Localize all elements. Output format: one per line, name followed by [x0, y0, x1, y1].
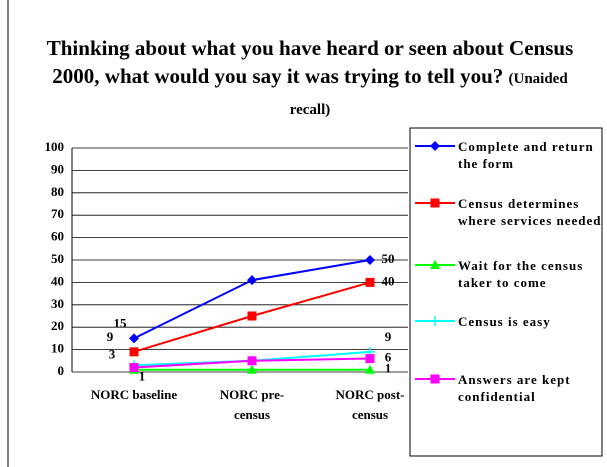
marker — [129, 347, 139, 357]
legend-frame — [409, 127, 603, 457]
y-tick-label: 90 — [51, 161, 64, 176]
marker — [365, 255, 375, 265]
y-tick-label: 40 — [51, 273, 64, 288]
data-label: 6 — [385, 350, 392, 365]
x-tick-label: NORC post-census — [336, 387, 405, 422]
marker — [430, 374, 440, 384]
chart-subtitle: (Unaided recall) — [289, 71, 568, 118]
legend-swatch — [415, 141, 455, 151]
y-tick-label: 20 — [51, 318, 64, 333]
marker — [430, 198, 440, 208]
x-tick-label: NORC pre-census — [220, 387, 284, 422]
data-label: 9 — [107, 329, 114, 344]
x-tick-label-line: NORC pre- — [220, 387, 284, 402]
data-label: 3 — [109, 346, 116, 361]
x-tick-label-line: census — [352, 407, 388, 422]
x-tick-label-line: NORC post- — [336, 387, 405, 402]
legend-swatch — [415, 260, 455, 269]
series-line — [133, 259, 371, 340]
data-label: 15 — [114, 315, 128, 330]
legend-swatch — [415, 316, 455, 326]
marker — [129, 363, 139, 373]
legend-label: Answers are kept confidential — [458, 372, 571, 404]
marker — [247, 275, 257, 286]
y-tick-label: 0 — [58, 363, 65, 378]
marker — [365, 364, 375, 374]
y-tick-label: 60 — [51, 229, 64, 244]
title-block: Thinking about what you have heard or se… — [40, 34, 580, 124]
x-tick-label: NORC baseline — [91, 387, 178, 402]
y-tick-label: 100 — [45, 139, 65, 154]
legend-label: Complete and return the form — [458, 139, 594, 171]
data-label: 50 — [382, 251, 395, 266]
marker — [247, 356, 257, 366]
y-tick-label: 30 — [51, 296, 64, 311]
marker — [365, 354, 375, 364]
chart-title: Thinking about what you have heard or se… — [46, 36, 574, 88]
legend-swatch — [415, 374, 455, 384]
data-label: 1 — [139, 369, 146, 384]
marker — [247, 364, 257, 374]
marker — [365, 277, 375, 287]
data-label: 1 — [385, 361, 392, 376]
data-label: 40 — [382, 273, 395, 288]
y-tick-label: 10 — [51, 341, 64, 356]
legend-label: Wait for the census taker to come — [458, 258, 584, 290]
marker — [430, 260, 440, 269]
marker — [247, 311, 257, 321]
y-tick-label: 50 — [51, 251, 64, 266]
data-label: 9 — [385, 329, 392, 344]
legend-label: Census is easy — [458, 314, 551, 329]
legend-label: Census determines where services needed — [458, 196, 602, 228]
legend-swatch — [415, 198, 455, 208]
marker — [430, 141, 440, 151]
y-tick-label: 80 — [51, 184, 64, 199]
marker — [430, 316, 440, 326]
marker — [129, 333, 139, 344]
y-tick-label: 70 — [51, 206, 64, 221]
x-tick-label-line: census — [234, 407, 270, 422]
